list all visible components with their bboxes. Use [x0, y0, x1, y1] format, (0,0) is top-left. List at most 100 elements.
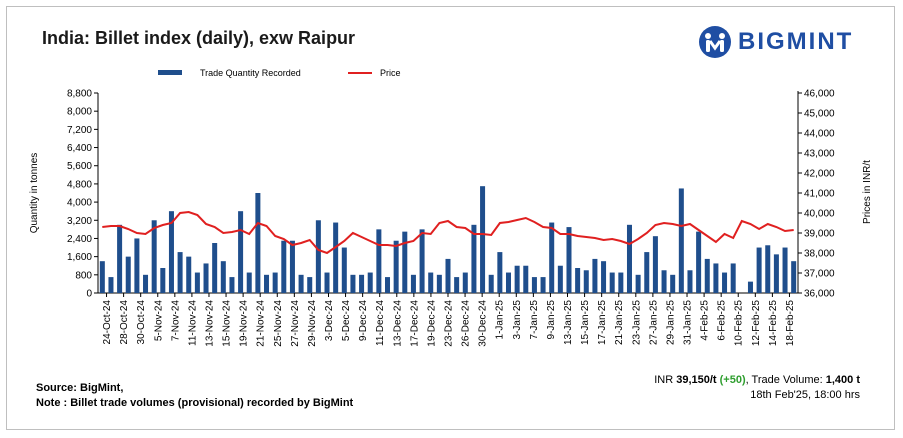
right-y-tick-label: 45,000: [804, 109, 835, 120]
left-y-ticks: 0 800 1,600 2,400 3,200 4,000 4,800 5,600 6,400 7…: [67, 89, 98, 300]
quantity-bar: [592, 258, 598, 293]
quantity-bar: [531, 277, 537, 293]
quantity-bar: [436, 274, 442, 293]
x-tick-label: 27-Jan-25: [648, 300, 659, 345]
quantity-bar: [125, 256, 131, 293]
left-y-tick-label: 2,400: [67, 234, 92, 245]
x-tick-label: 13-Dec-24: [392, 300, 403, 347]
legend-label-quantity: Trade Quantity Recorded: [200, 68, 301, 78]
x-tick-label: 19-Dec-24: [426, 300, 437, 347]
quantity-bar: [635, 274, 641, 293]
quantity-bar: [505, 272, 511, 293]
chart-title: India: Billet index (daily), exw Raipur: [42, 28, 356, 48]
x-tick-label: 29-Nov-24: [307, 300, 318, 347]
quantity-bar: [315, 220, 321, 293]
quantity-bar: [333, 222, 339, 293]
quantity-bar: [108, 277, 114, 293]
quantity-bar: [151, 220, 157, 293]
left-y-tick-label: 8,000: [67, 107, 92, 118]
quantity-bar: [678, 188, 684, 293]
quantity-bar: [298, 274, 304, 293]
x-tick-label: 19-Nov-24: [239, 300, 250, 347]
quantity-bar: [376, 229, 382, 293]
quantity-bar: [419, 229, 425, 293]
x-tick-label: 10-Feb-25: [734, 300, 745, 347]
quantity-bar: [246, 272, 252, 293]
quantity-bar: [454, 277, 460, 293]
quantity-bar: [704, 258, 710, 293]
x-tick-label: 30-Dec-24: [478, 300, 489, 347]
quantity-bar: [730, 263, 736, 293]
quantity-bar: [722, 272, 728, 293]
quantity-bar: [644, 252, 650, 293]
source-text: Source: BigMint,: [36, 382, 124, 394]
left-y-tick-label: 1,600: [67, 252, 92, 263]
x-tick-label: 15-Jan-25: [580, 300, 591, 345]
price-line: [102, 210, 794, 255]
quantity-bar: [385, 277, 391, 293]
left-y-tick-label: 5,600: [67, 161, 92, 172]
quantity-bar: [264, 274, 270, 293]
quantity-bar: [609, 272, 615, 293]
quantity-bar: [160, 268, 166, 293]
quantity-bar: [765, 245, 771, 293]
x-tick-label: 13-Nov-24: [204, 300, 215, 347]
quantity-bar: [341, 247, 347, 293]
x-tick-label: 1-Jan-25: [495, 300, 506, 340]
quantity-bar: [186, 256, 192, 293]
x-tick-label: 4-Feb-25: [700, 300, 711, 341]
x-tick-label: 27-Nov-24: [290, 300, 301, 347]
legend-label-price: Price: [380, 68, 401, 78]
quantity-bar: [324, 272, 330, 293]
quantity-bar: [445, 258, 451, 293]
right-y-tick-label: 41,000: [804, 189, 835, 200]
right-y-tick-label: 42,000: [804, 169, 835, 180]
x-tick-label: 9-Jan-25: [546, 300, 557, 340]
quantity-bar: [367, 272, 373, 293]
quantity-bar: [791, 261, 797, 293]
x-tick-label: 13-Jan-25: [563, 300, 574, 345]
left-y-tick-label: 800: [75, 270, 92, 281]
x-tick-label: 5-Nov-24: [153, 300, 164, 342]
quantity-bar: [480, 186, 486, 293]
quantity-bar: [410, 274, 416, 293]
x-tick-label: 11-Dec-24: [375, 300, 386, 346]
x-tick-label: 11-Nov-24: [187, 300, 198, 346]
right-y-tick-label: 39,000: [804, 229, 835, 240]
quantity-bar: [272, 272, 278, 293]
quantity-bar: [255, 193, 261, 293]
quantity-bar: [359, 274, 365, 293]
x-tick-label: 6-Feb-25: [717, 300, 728, 341]
price-prefix: INR: [654, 374, 677, 386]
x-tick-labels: 24-Oct-24 28-Oct-24 30-Oct-24 5-Nov-24 7-Nov…: [102, 293, 796, 347]
quantity-bar: [307, 277, 313, 293]
quantity-bar: [540, 277, 546, 293]
chart-frame: [6, 6, 895, 430]
x-tick-label: 3-Jan-25: [512, 300, 523, 340]
right-y-ticks: 36,000 37,000 38,000 39,000 40,000 41,000 42,0…: [798, 89, 835, 300]
quantity-bar: [402, 231, 408, 293]
price-summary: INR 39,150/t (+50), Trade Volume: 1,400 …: [654, 374, 860, 386]
legend-swatch-quantity: [158, 70, 182, 75]
brand-logo: BIGMINT: [698, 24, 853, 60]
right-y-tick-label: 43,000: [804, 149, 835, 160]
y-right-label: Prices in INR/t: [862, 160, 873, 224]
quantity-bar: [575, 268, 581, 293]
quantity-bar: [194, 272, 200, 293]
y-left-label: Quantity in tonnes: [29, 153, 40, 234]
x-tick-label: 15-Nov-24: [222, 300, 233, 347]
quantity-bar: [687, 270, 693, 293]
note-text: Note : Billet trade volumes (provisional…: [36, 397, 354, 409]
left-y-tick-label: 6,400: [67, 143, 92, 154]
left-y-tick-label: 7,200: [67, 125, 92, 136]
quantity-bar: [289, 240, 295, 293]
quantity-bar: [549, 222, 555, 293]
quantity-bar: [782, 247, 788, 293]
quantity-bar: [670, 274, 676, 293]
x-tick-label: 14-Feb-25: [768, 300, 779, 347]
x-tick-label: 25-Nov-24: [273, 300, 284, 347]
right-y-tick-label: 46,000: [804, 89, 835, 100]
x-tick-label: 3-Dec-24: [324, 300, 335, 342]
legend: Trade Quantity Recorded Price: [158, 68, 401, 78]
x-tick-label: 21-Jan-25: [614, 300, 625, 345]
